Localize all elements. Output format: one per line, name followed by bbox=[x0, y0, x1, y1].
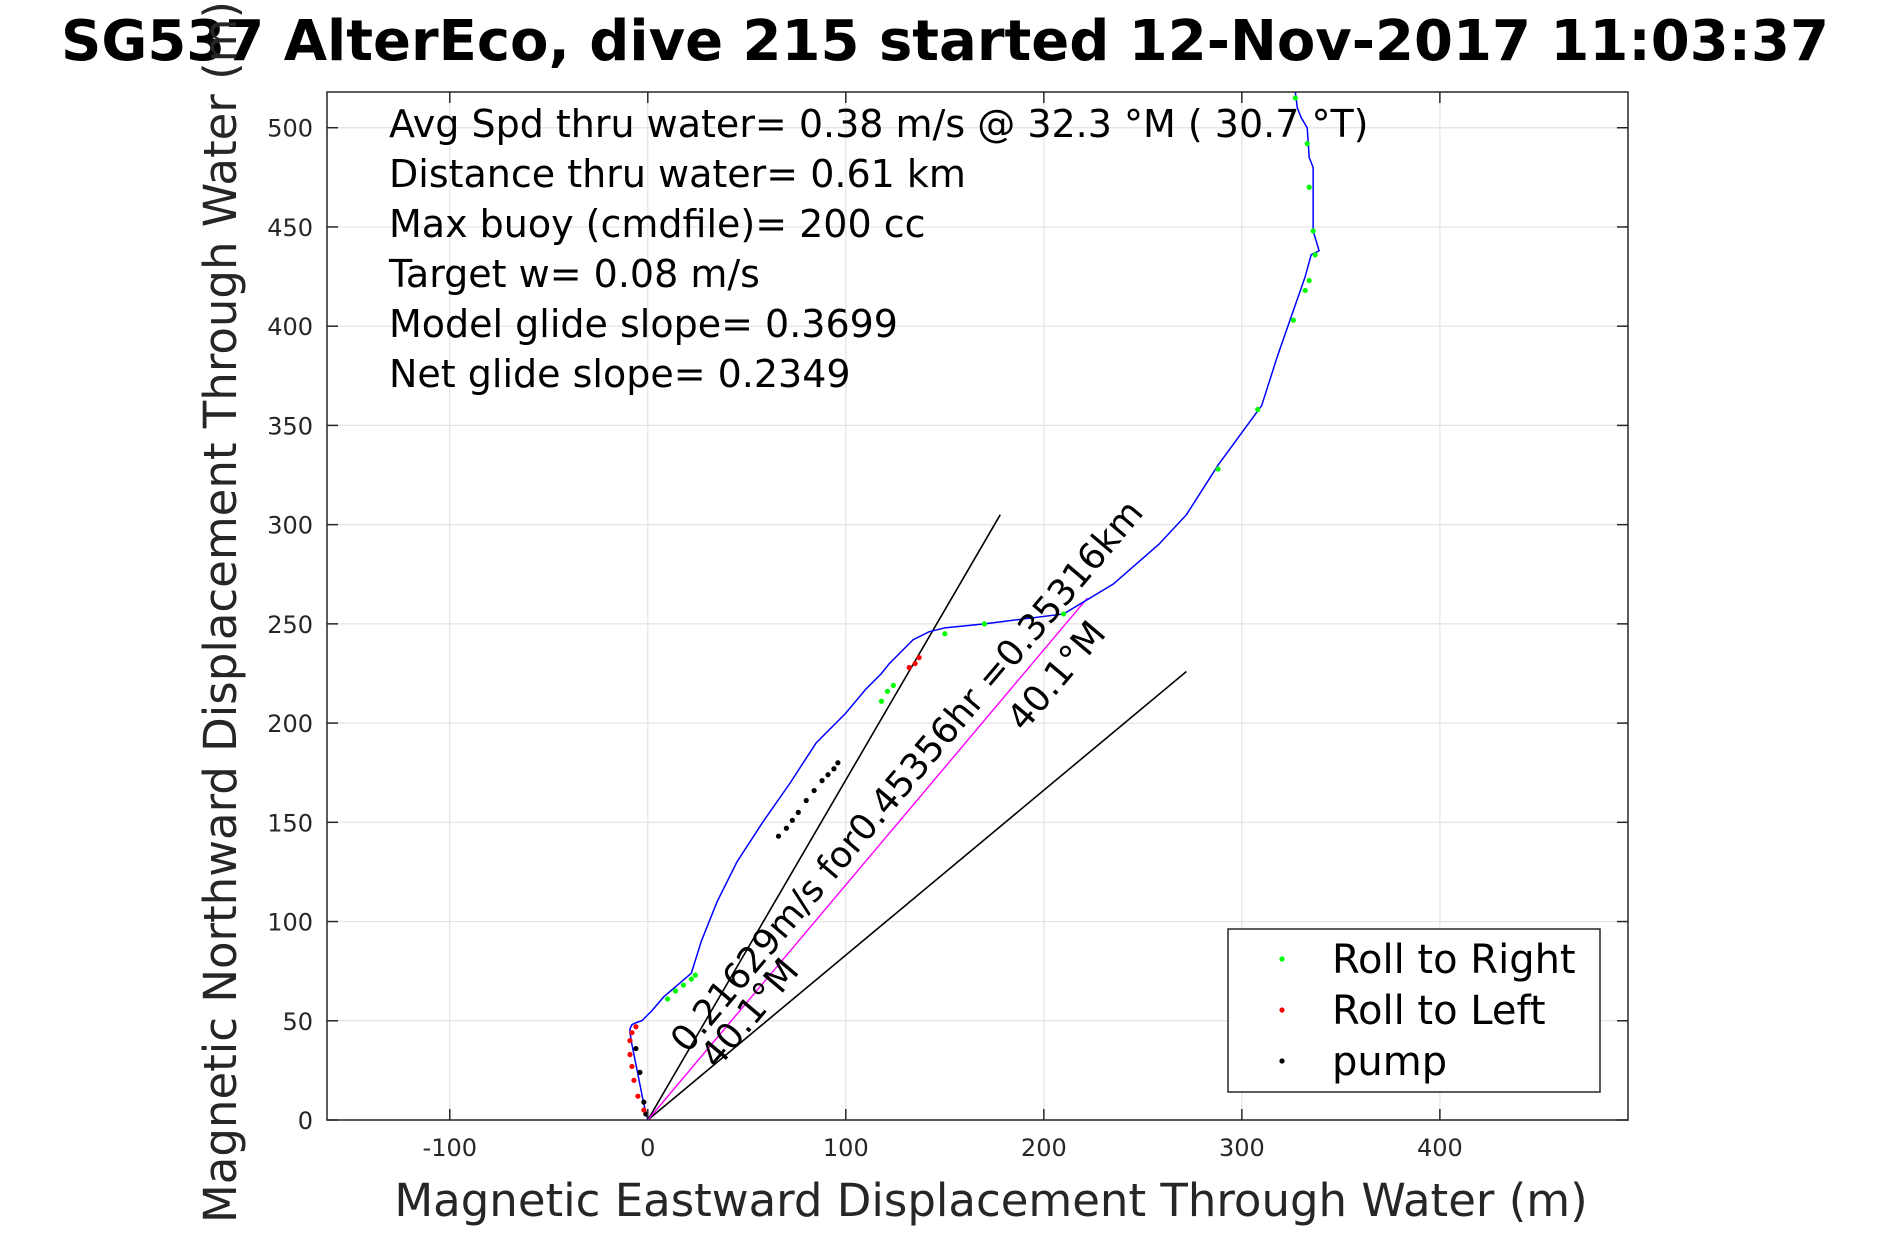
roll-left-point bbox=[641, 1107, 647, 1113]
roll-left-point bbox=[629, 1063, 635, 1070]
roll-right-point bbox=[688, 976, 694, 982]
y-tick-label: 100 bbox=[267, 909, 313, 937]
pump-point bbox=[825, 772, 831, 778]
roll-right-point bbox=[1061, 611, 1067, 617]
info-line: Net glide slope= 0.2349 bbox=[389, 352, 851, 396]
legend-marker bbox=[1279, 956, 1285, 962]
roll-right-point bbox=[680, 982, 687, 988]
roll-right-point bbox=[672, 988, 679, 994]
roll-right-point bbox=[1306, 277, 1312, 284]
x-tick-label: 100 bbox=[823, 1134, 869, 1162]
roll-right-point bbox=[1290, 317, 1296, 323]
pump-point bbox=[811, 787, 817, 794]
roll-left-point bbox=[629, 1030, 635, 1036]
x-tick-label: 200 bbox=[1021, 1134, 1067, 1162]
roll-left-point bbox=[912, 660, 918, 667]
info-line: Model glide slope= 0.3699 bbox=[389, 302, 898, 346]
roll-right-point bbox=[1215, 466, 1221, 472]
x-tick-label: 0 bbox=[640, 1134, 655, 1162]
axes-box bbox=[326, 91, 1629, 1121]
legend-label: Roll to Left bbox=[1332, 988, 1546, 1034]
heading-line bbox=[647, 514, 1001, 1121]
legend-label: pump bbox=[1332, 1039, 1447, 1085]
roll-left-point bbox=[631, 1077, 637, 1083]
roll-right-point bbox=[1292, 95, 1298, 101]
pump-point bbox=[819, 778, 825, 784]
roll-right-point bbox=[884, 688, 891, 694]
info-line: Distance thru water= 0.61 km bbox=[389, 152, 966, 196]
pump-point bbox=[641, 1099, 647, 1105]
y-tick-label: 350 bbox=[267, 412, 313, 440]
x-axis-label: Magnetic Eastward Displacement Through W… bbox=[394, 1174, 1587, 1227]
x-tick-label: -100 bbox=[423, 1134, 477, 1162]
y-tick-label: 200 bbox=[267, 710, 313, 738]
axis-ticks: -100 0 100 200 300 400 0 50 100 150 200 250 300 350 40… bbox=[267, 92, 1628, 1162]
legend-label: Roll to Right bbox=[1332, 937, 1576, 983]
roll-right-point bbox=[878, 698, 885, 704]
roll-right-point bbox=[890, 682, 896, 688]
roll-left-point bbox=[627, 1051, 633, 1058]
roll-left-point bbox=[627, 1038, 633, 1044]
roll-left-point bbox=[916, 654, 922, 661]
legend-marker bbox=[1279, 1058, 1285, 1064]
roll-right-point bbox=[1304, 140, 1310, 147]
roll-right-point bbox=[692, 972, 698, 978]
course-made-good-line bbox=[647, 597, 1088, 1121]
roll-right-point bbox=[1302, 287, 1308, 294]
y-tick-label: 50 bbox=[282, 1008, 313, 1036]
pump-point bbox=[633, 1045, 639, 1052]
roll-left-point bbox=[906, 664, 912, 671]
y-tick-label: 450 bbox=[267, 214, 313, 242]
legend-marker bbox=[1279, 1007, 1285, 1013]
pump-point bbox=[803, 797, 809, 804]
roll-right-point bbox=[1310, 228, 1316, 234]
info-line: Avg Spd thru water= 0.38 m/s @ 32.3 °M (… bbox=[389, 102, 1369, 146]
info-line: Target w= 0.08 m/s bbox=[388, 252, 760, 296]
chart-title: SG537 AlterEco, dive 215 started 12-Nov-… bbox=[61, 9, 1829, 74]
roll-right-point bbox=[1255, 406, 1261, 413]
y-tick-label: 300 bbox=[267, 512, 313, 540]
y-tick-label: 150 bbox=[267, 809, 313, 837]
legend-box bbox=[1227, 928, 1601, 1093]
legend: Roll to Right Roll to Left pump bbox=[1227, 928, 1601, 1093]
roll-right-point bbox=[1312, 252, 1318, 258]
pump-point bbox=[789, 817, 795, 823]
y-tick-label: 500 bbox=[267, 115, 313, 143]
y-tick-label: 0 bbox=[298, 1107, 313, 1135]
x-tick-label: 300 bbox=[1219, 1134, 1265, 1162]
info-line: Max buoy (cmdfile)= 200 cc bbox=[389, 202, 926, 246]
heading-line bbox=[647, 670, 1187, 1121]
pump-point bbox=[795, 809, 801, 815]
roll-left-point bbox=[635, 1093, 641, 1099]
glider-track-line bbox=[629, 91, 1320, 1121]
x-tick-label: 400 bbox=[1417, 1134, 1463, 1162]
roll-left-point bbox=[633, 1024, 639, 1030]
roll-right-point bbox=[942, 631, 948, 637]
y-tick-label: 400 bbox=[267, 313, 313, 341]
y-axis-label: Magnetic Northward Displacement Through … bbox=[194, 1, 247, 1223]
pump-point bbox=[637, 1069, 643, 1075]
grid-lines bbox=[327, 92, 1628, 1121]
pump-point bbox=[835, 760, 841, 766]
pump-point bbox=[775, 833, 782, 839]
roll-right-point bbox=[1306, 184, 1312, 190]
y-tick-label: 250 bbox=[267, 611, 313, 639]
roll-right-point bbox=[981, 621, 988, 627]
pump-point bbox=[831, 766, 837, 772]
info-text-block: Avg Spd thru water= 0.38 m/s @ 32.3 °M (… bbox=[388, 102, 1369, 396]
roll-right-point bbox=[664, 996, 671, 1002]
pump-point bbox=[783, 825, 790, 831]
